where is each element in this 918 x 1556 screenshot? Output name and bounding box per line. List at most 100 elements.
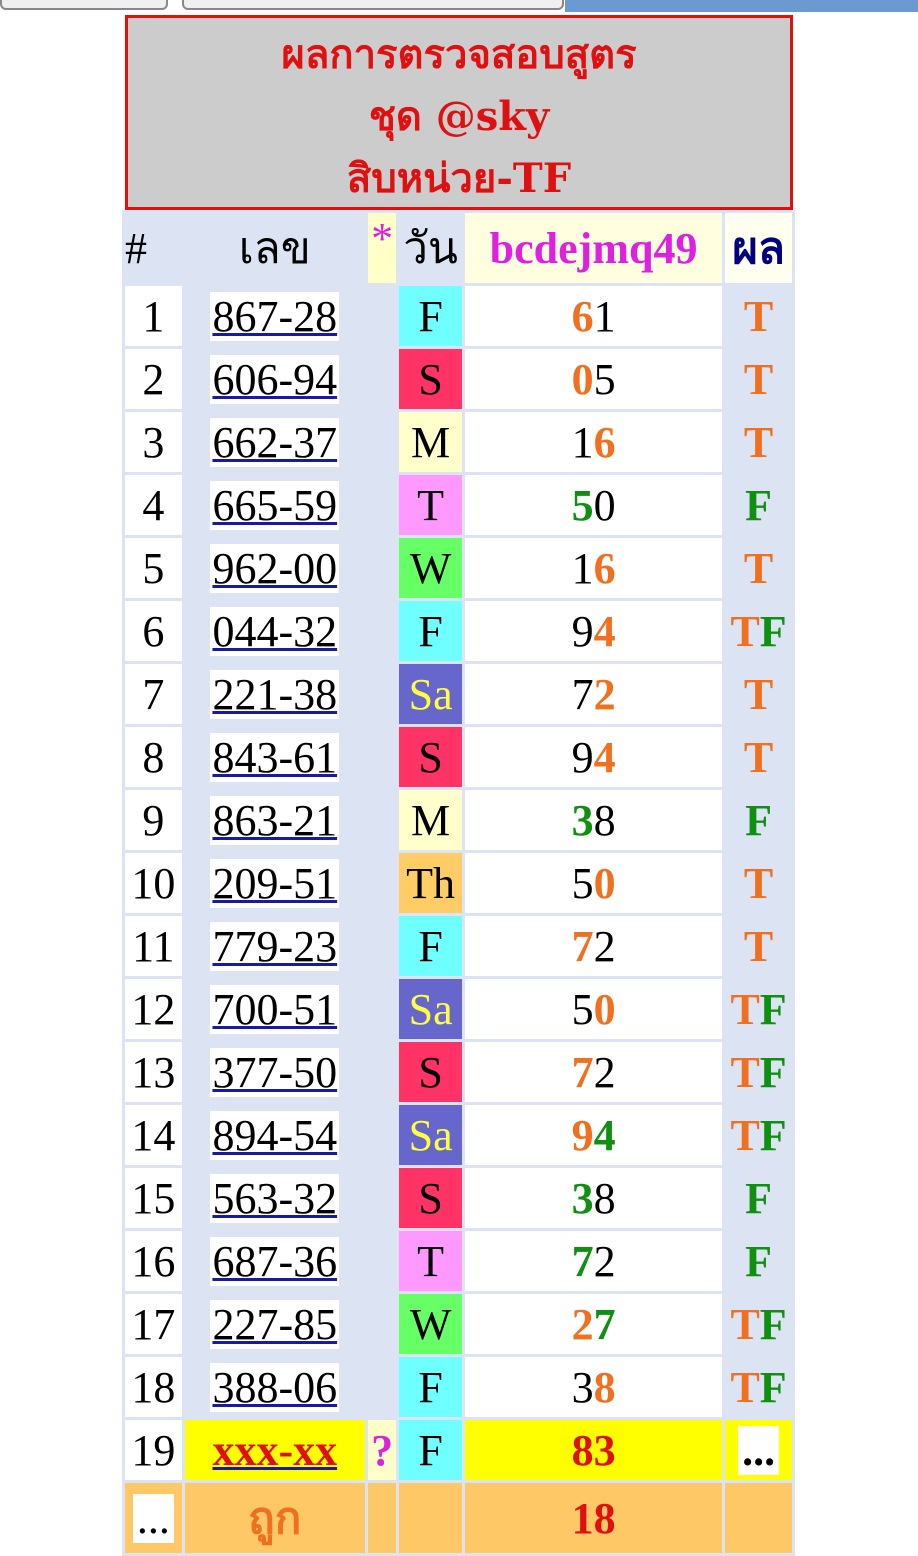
empty-cell (725, 1483, 792, 1553)
formula-value: 72 (465, 664, 723, 724)
pending-number-link[interactable]: xxx-xx (212, 1425, 338, 1475)
number-link[interactable]: 843-61 (210, 732, 340, 782)
number-link[interactable]: 221-38 (210, 669, 340, 719)
result-cell: F (725, 1168, 792, 1228)
formula-value: 61 (465, 286, 723, 346)
result-letter: T (743, 417, 774, 467)
number-link[interactable]: 662-37 (210, 417, 340, 467)
result-letter: T (730, 984, 760, 1034)
day-cell: M (399, 790, 462, 850)
value-digit: 8 (593, 1173, 616, 1223)
value-digit: 2 (593, 1236, 616, 1286)
star-cell (368, 538, 396, 598)
row-number: 17 (125, 1294, 182, 1354)
value-digit: 3 (571, 1362, 594, 1412)
result-cell: T (725, 727, 792, 787)
header-formula: bcdejmq49 (465, 213, 723, 283)
result-cell: T (725, 853, 792, 913)
formula-value: 72 (465, 1042, 723, 1102)
formula-value: 05 (465, 349, 723, 409)
result-letter: T (743, 669, 774, 719)
result-letter: F (745, 480, 773, 530)
result-letter: T (743, 291, 774, 341)
table-row: 10 209-51 Th 50 T (125, 853, 792, 913)
value-digit: 5 (571, 984, 594, 1034)
number-link[interactable]: 209-51 (210, 858, 340, 908)
result-letter: T (743, 354, 774, 404)
result-letter: T (730, 1047, 760, 1097)
number-link[interactable]: 044-32 (210, 606, 340, 656)
value-digit: 7 (571, 669, 594, 719)
table-row: 6 044-32 F 94 TF (125, 601, 792, 661)
pending-row: 19 xxx-xx? F 83... (125, 1420, 792, 1480)
table-row: 11 779-23 F 72 T (125, 916, 792, 976)
more-button[interactable]: ... (132, 1493, 174, 1543)
table-row: 3 662-37 M 16 T (125, 412, 792, 472)
number-link[interactable]: 606-94 (210, 354, 340, 404)
value-digit: 1 (571, 417, 594, 467)
correct-label: ถูก (184, 1483, 365, 1553)
number-link[interactable]: 962-00 (210, 543, 340, 593)
star-cell (368, 916, 396, 976)
result-letter: F (759, 1299, 787, 1349)
result-letter: F (759, 1362, 787, 1412)
result-letter: F (759, 984, 787, 1034)
result-letter: T (743, 732, 774, 782)
number-link[interactable]: 563-32 (210, 1173, 340, 1223)
value-digit: 2 (593, 921, 616, 971)
number-link[interactable]: 687-36 (210, 1236, 340, 1286)
row-number: 9 (125, 790, 182, 850)
number-link[interactable]: 388-06 (210, 1362, 340, 1412)
day-cell: T (399, 475, 462, 535)
star-cell (368, 1357, 396, 1417)
table-row: 12 700-51 Sa 50 TF (125, 979, 792, 1039)
table-row: 13 377-50 S 72 TF (125, 1042, 792, 1102)
row-number: 3 (125, 412, 182, 472)
table-row: 16 687-36 T 72 F (125, 1231, 792, 1291)
table-row: 2 606-94 S 05 T (125, 349, 792, 409)
title-line-1: ผลการตรวจสอบสูตร (281, 31, 637, 78)
browser-tab[interactable] (0, 0, 168, 10)
question-mark: ? (367, 1420, 397, 1480)
day-cell: F (399, 1357, 462, 1417)
value-digit: 7 (571, 1236, 594, 1286)
formula-value: 50 (465, 979, 723, 1039)
row-number: 4 (125, 475, 182, 535)
row-number: 2 (125, 349, 182, 409)
number-link[interactable]: 665-59 (210, 480, 340, 530)
value-digit: 9 (571, 606, 594, 656)
number-link[interactable]: 700-51 (210, 984, 340, 1034)
number-link[interactable]: 863-21 (210, 795, 340, 845)
result-cell: T (725, 664, 792, 724)
formula-value: 50 (465, 475, 723, 535)
result-letter: F (745, 1236, 773, 1286)
result-letter: F (745, 795, 773, 845)
number-link[interactable]: 377-50 (210, 1047, 340, 1097)
result-letter: T (743, 921, 774, 971)
star-cell (368, 790, 396, 850)
day-cell: T (399, 1231, 462, 1291)
table-row: 15 563-32 S 38 F (125, 1168, 792, 1228)
star-cell (368, 349, 396, 409)
header-num: # (125, 223, 147, 273)
day-cell: Sa (399, 979, 462, 1039)
result-cell: TF (725, 601, 792, 661)
row-number: 14 (125, 1105, 182, 1165)
value-digit: 6 (593, 417, 616, 467)
table-row: 17 227-85 W 27 TF (125, 1294, 792, 1354)
star-cell (368, 979, 396, 1039)
browser-tab[interactable] (182, 0, 564, 10)
formula-value: 72 (465, 916, 723, 976)
number-link[interactable]: 227-85 (210, 1299, 340, 1349)
day-cell: Th (399, 853, 462, 913)
value-digit: 2 (571, 1299, 594, 1349)
number-link[interactable]: 894-54 (210, 1110, 340, 1160)
value-digit: 3 (571, 1173, 594, 1223)
number-link[interactable]: 867-28 (210, 291, 340, 341)
day-cell: F (399, 601, 462, 661)
star-cell (368, 727, 396, 787)
day-cell: W (399, 1294, 462, 1354)
number-link[interactable]: 779-23 (210, 921, 340, 971)
result-cell: T (725, 916, 792, 976)
result-cell: TF (725, 1294, 792, 1354)
